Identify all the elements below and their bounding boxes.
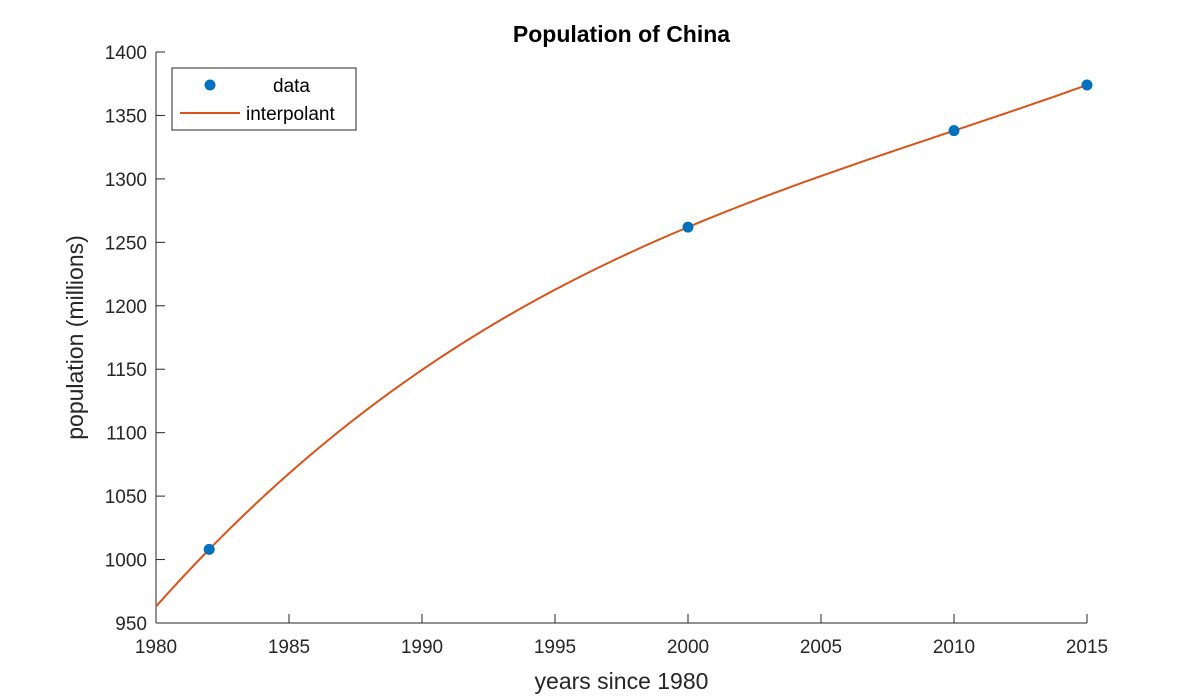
y-tick-label: 1100 (106, 424, 147, 445)
y-tick-label: 1200 (105, 297, 147, 318)
data-point (682, 221, 694, 233)
x-tick-label: 1980 (135, 637, 177, 658)
y-tick-label: 1000 (105, 551, 147, 572)
plot-area (155, 52, 1087, 624)
y-tick-label: 1050 (105, 487, 147, 508)
legend-box (171, 67, 357, 131)
y-tick-label: 1350 (105, 106, 147, 127)
x-tick-label: 1995 (534, 637, 576, 658)
x-axis-label: years since 1980 (535, 668, 709, 694)
x-tick-label: 2005 (800, 637, 842, 658)
y-axis-label: population (millions) (62, 235, 88, 440)
y-tick-label: 1250 (105, 233, 147, 254)
data-point (203, 543, 215, 555)
y-tick-label: 1400 (105, 43, 147, 64)
y-tick-label: 950 (115, 614, 147, 635)
x-tick-label: 2015 (1066, 637, 1108, 658)
x-tick-label: 1990 (401, 637, 443, 658)
y-axis-ticks: 950 1000 1050 1100 1150 1200 1250 1300 1350 1400 (105, 43, 165, 635)
legend-label-interpolant: interpolant (246, 104, 335, 125)
legend: data interpolant (171, 67, 357, 131)
chart-title: Population of China (513, 21, 730, 47)
x-axis-ticks: 1980 1985 1990 1995 2000 2005 2010 2015 (135, 614, 1108, 658)
data-point (1081, 79, 1093, 91)
y-tick-label: 1300 (105, 170, 147, 191)
legend-label-data: data (273, 76, 310, 97)
x-tick-label: 2010 (933, 637, 975, 658)
data-point (948, 125, 960, 137)
y-tick-label: 1150 (106, 360, 147, 381)
legend-marker-data (204, 79, 216, 91)
x-tick-label: 1985 (268, 637, 310, 658)
interpolant-line (155, 84, 1088, 608)
x-tick-label: 2000 (667, 637, 709, 658)
series-layer (155, 79, 1093, 608)
